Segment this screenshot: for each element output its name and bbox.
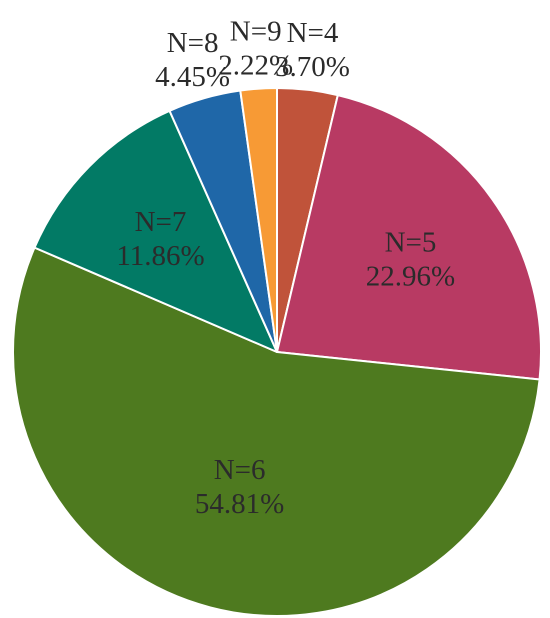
- pie-slice-n-5: [276, 94, 542, 381]
- pie-slice-n-6: [12, 246, 541, 618]
- slice-percent-label: 4.45%: [155, 61, 230, 93]
- slice-percent-label: 2.22%: [218, 50, 293, 82]
- pie-slice-n-7: [33, 109, 278, 353]
- pie-labels: N=43.70% N=522.96% N=654.81% N=711.86% N=84.…: [116, 16, 455, 520]
- pie-slices: [12, 87, 542, 618]
- slice-percent-label: 11.86%: [116, 240, 204, 272]
- slice-name-label: N=4: [287, 17, 339, 49]
- slice-name-label: N=7: [135, 206, 187, 238]
- slice-name-label: N=8: [167, 27, 219, 59]
- pie-slice-n-9: [239, 87, 278, 353]
- slice-percent-label: 3.70%: [275, 51, 350, 83]
- slice-percent-label: 22.96%: [366, 260, 455, 292]
- slice-name-label: N=9: [230, 16, 282, 48]
- slice-name-label: N=6: [214, 454, 266, 486]
- slice-name-label: N=5: [385, 226, 437, 258]
- slice-percent-label: 54.81%: [195, 488, 284, 520]
